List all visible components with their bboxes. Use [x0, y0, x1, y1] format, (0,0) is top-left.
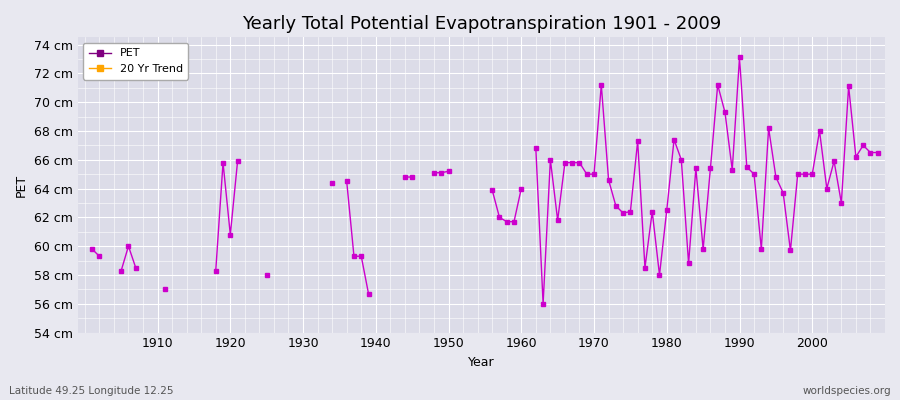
- X-axis label: Year: Year: [468, 356, 495, 369]
- Title: Yearly Total Potential Evapotranspiration 1901 - 2009: Yearly Total Potential Evapotranspiratio…: [241, 15, 721, 33]
- Y-axis label: PET: PET: [15, 173, 28, 196]
- Text: worldspecies.org: worldspecies.org: [803, 386, 891, 396]
- Text: Latitude 49.25 Longitude 12.25: Latitude 49.25 Longitude 12.25: [9, 386, 174, 396]
- Legend: PET, 20 Yr Trend: PET, 20 Yr Trend: [83, 43, 188, 80]
